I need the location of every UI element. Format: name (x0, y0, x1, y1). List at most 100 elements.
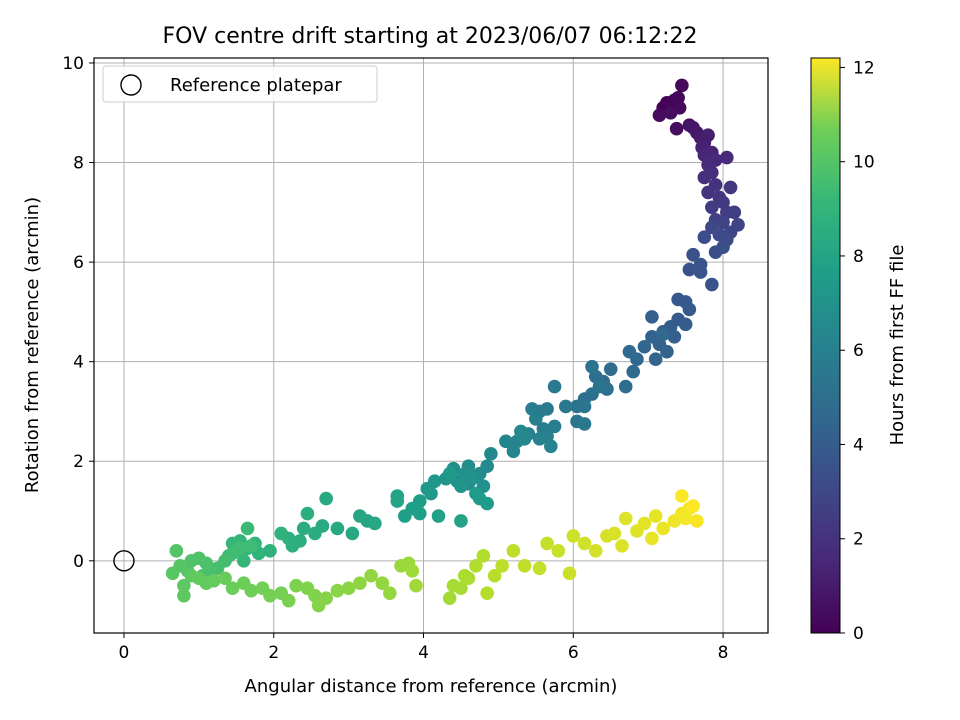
data-point (585, 359, 599, 374)
data-point (678, 317, 693, 332)
data-point (424, 486, 438, 501)
data-point (517, 558, 532, 573)
data-point (319, 491, 333, 506)
data-point (244, 583, 259, 598)
data-point (397, 509, 412, 523)
data-point (236, 554, 251, 568)
data-point (532, 432, 547, 446)
colorbar-tick-label: 8 (853, 247, 864, 267)
data-point (690, 514, 704, 528)
colorbar-tick-label: 10 (853, 153, 875, 173)
data-point (319, 591, 333, 605)
data-point (540, 402, 554, 416)
data-point (442, 591, 457, 605)
data-point (487, 568, 502, 583)
data-points (165, 78, 745, 613)
x-tick-label: 6 (568, 643, 579, 663)
data-point (723, 180, 738, 195)
data-point (603, 362, 618, 376)
data-point (615, 539, 629, 553)
data-point (499, 434, 513, 449)
data-point (368, 516, 382, 531)
data-point (495, 558, 509, 573)
data-point (618, 379, 633, 394)
x-tick-label: 2 (268, 643, 279, 663)
data-point (506, 444, 521, 459)
data-point (308, 526, 322, 541)
data-point (476, 549, 491, 563)
data-point (648, 352, 663, 366)
data-point (514, 424, 528, 439)
data-point (675, 78, 689, 93)
colorbar-tick-label: 12 (853, 58, 875, 78)
data-point (607, 526, 622, 541)
colorbar-ticks: 0 2 4 6 8 10 12 (840, 58, 875, 644)
data-point (412, 506, 427, 521)
colorbar-tick-label: 0 (853, 624, 864, 644)
data-point (716, 240, 730, 254)
data-point (720, 150, 734, 165)
y-tick-label: 2 (73, 452, 84, 472)
data-point (225, 581, 240, 595)
data-point (648, 509, 663, 523)
y-tick-label: 10 (62, 54, 84, 74)
data-point (577, 399, 592, 414)
data-point (457, 466, 472, 481)
y-tick-label: 6 (73, 253, 84, 273)
data-point (652, 108, 667, 123)
data-point (296, 521, 311, 536)
data-point (656, 327, 670, 342)
colorbar (810, 57, 841, 634)
data-point (547, 419, 562, 434)
data-point (637, 339, 652, 354)
data-point (686, 247, 700, 262)
data-point (727, 205, 742, 220)
data-point (480, 586, 494, 600)
data-point (300, 506, 315, 521)
data-point (405, 563, 420, 578)
legend-box (102, 65, 378, 103)
data-point (716, 215, 730, 230)
data-point (682, 302, 697, 317)
data-point (660, 344, 674, 359)
colorbar-label: Hours from first FF file (887, 245, 908, 446)
data-point (244, 539, 259, 553)
data-point (618, 511, 633, 526)
data-point (330, 521, 345, 536)
data-point (345, 526, 360, 541)
data-point (375, 576, 390, 591)
colorbar-tick-label: 2 (853, 530, 864, 550)
y-tick-label: 4 (73, 353, 84, 373)
data-point (390, 494, 405, 508)
data-point (330, 583, 345, 598)
data-point (409, 578, 423, 593)
data-point (529, 412, 543, 426)
data-point (551, 544, 566, 558)
data-point (263, 588, 277, 603)
data-point (281, 593, 296, 608)
data-point (544, 439, 558, 454)
data-point (671, 91, 685, 105)
data-point (592, 379, 607, 394)
reference-marker (113, 550, 135, 572)
data-point (697, 170, 712, 185)
data-point (547, 379, 562, 394)
legend-entry: Reference platepar (170, 75, 342, 96)
y-axis-label: Rotation from reference (arcmin) (22, 197, 43, 493)
data-point (364, 568, 378, 583)
reference-point (113, 550, 135, 572)
data-point (165, 566, 180, 581)
colorbar-tick-label: 4 (853, 435, 864, 455)
data-point (177, 578, 191, 593)
data-point (656, 521, 670, 536)
data-point (626, 364, 640, 379)
data-point (675, 489, 689, 503)
data-point (289, 578, 304, 593)
data-point (566, 529, 581, 543)
data-point (705, 277, 719, 292)
data-point (669, 121, 684, 136)
x-tick-label: 0 (119, 643, 130, 663)
data-point (682, 262, 697, 277)
data-point (207, 573, 221, 588)
